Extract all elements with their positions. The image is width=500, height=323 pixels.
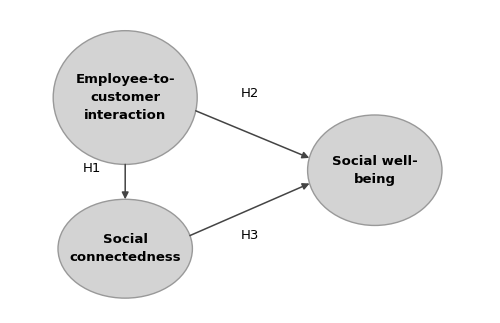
Ellipse shape <box>308 115 442 225</box>
Ellipse shape <box>58 199 192 298</box>
Ellipse shape <box>53 31 197 164</box>
Text: Social well-
being: Social well- being <box>332 155 418 186</box>
Text: Employee-to-
customer
interaction: Employee-to- customer interaction <box>76 73 175 122</box>
Text: H1: H1 <box>82 162 101 175</box>
Text: H3: H3 <box>241 229 259 242</box>
Text: Social
connectedness: Social connectedness <box>70 233 181 264</box>
Text: H2: H2 <box>241 87 259 100</box>
